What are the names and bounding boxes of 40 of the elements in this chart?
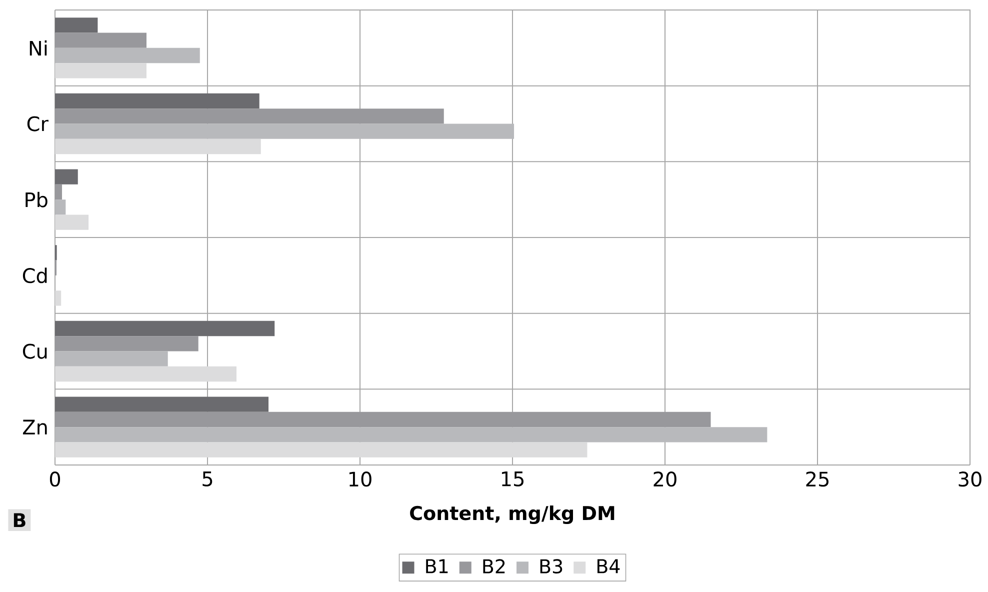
bar [55, 32, 146, 48]
x-tick-label: 25 [806, 472, 828, 487]
x-axis-title: Content, mg/kg DM [410, 506, 614, 524]
bar [55, 396, 269, 412]
y-tick-label: Cd [22, 268, 47, 284]
y-tick-label: Ni [30, 40, 47, 56]
x-tick-label: 30 [958, 472, 982, 487]
x-tick-label: 20 [654, 472, 676, 487]
x-tick-label: 15 [502, 472, 524, 486]
bar [55, 108, 444, 124]
x-tick-label: 5 [202, 472, 212, 486]
text: B [14, 513, 26, 528]
bar [55, 442, 588, 458]
bar [55, 169, 78, 184]
legend-label: B3 [540, 559, 562, 574]
x-tick-label: 0 [50, 472, 60, 487]
bar [55, 412, 711, 428]
bar [55, 184, 62, 200]
bar [55, 320, 275, 336]
bar [55, 351, 168, 366]
bar [55, 48, 200, 64]
bar [55, 63, 146, 78]
bar [55, 93, 260, 109]
bar [55, 124, 514, 139]
y-tick-label: Zn [22, 420, 47, 434]
legend-label: B2 [483, 559, 505, 574]
bar [55, 214, 89, 230]
y-tick-label: Cr [27, 116, 48, 132]
bar [55, 290, 62, 306]
x-tick-label: 10 [349, 472, 372, 487]
y-tick-label: Cu [22, 344, 47, 359]
bar [55, 138, 261, 154]
bar [55, 200, 66, 215]
bar [55, 336, 198, 352]
legend-label: B1 [426, 559, 448, 574]
legend-label: B4 [597, 559, 620, 574]
bar [55, 427, 768, 442]
y-tick-label: Pb [26, 192, 48, 208]
bar [55, 366, 236, 382]
bar [55, 18, 98, 33]
